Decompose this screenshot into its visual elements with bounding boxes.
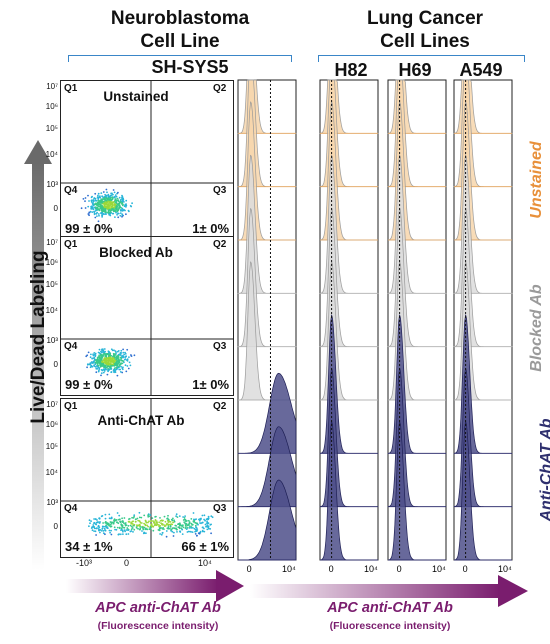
cell-cluster [85, 348, 136, 377]
histogram-x-tick-label: 0 [247, 564, 252, 574]
condition-label-antichat: Anti-ChAT Ab [538, 418, 550, 522]
x-axis-label-left: APC anti-ChAT Ab [95, 600, 221, 616]
quadrant-label-q3: Q3 [213, 185, 227, 196]
neuro-header-line1: Neuroblastoma [110, 8, 250, 29]
scatter-y-tick-label: 10⁴ [45, 306, 58, 315]
quadrant-label-q2: Q2 [213, 239, 227, 250]
cell-cluster [80, 188, 133, 223]
scatter-y-tick-label: 10³ [46, 180, 58, 189]
x-axis-sub-right: (Fluorescence intensity) [329, 620, 451, 632]
condition-label-unstained: Unstained [528, 141, 545, 219]
scatter-y-tick-label: 10⁷ [46, 82, 58, 91]
quadrant-label-q2: Q2 [213, 401, 227, 412]
scatter-y-tick-label: 10⁶ [45, 258, 58, 267]
quadrant-label-q4: Q4 [64, 341, 78, 352]
histogram-x-tick-label: 0 [463, 564, 468, 574]
scatter-y-tick-label: 0 [53, 522, 58, 531]
scatter-panel-title: Anti-ChAT Ab [97, 413, 185, 428]
scatter-x-tick-label: 10⁴ [198, 558, 212, 568]
q4-percentage: 99 ± 0% [65, 221, 113, 236]
quadrant-label-q2: Q2 [213, 83, 227, 94]
scatter-panel-title: Unstained [103, 89, 169, 104]
lung-bracket [318, 55, 525, 62]
scatter-plot [61, 237, 233, 395]
scatter-y-tick-label: 10⁴ [45, 150, 58, 159]
quadrant-label-q3: Q3 [213, 503, 227, 514]
q4-percentage: 34 ± 1% [65, 539, 113, 554]
scatter-y-tick-label: 10⁶ [45, 420, 58, 429]
scatter-y-tick-label: 10⁶ [45, 102, 58, 111]
scatter-y-tick-label: 0 [53, 360, 58, 369]
neuro-cell-name: SH-SYS5 [151, 57, 229, 77]
neuro-header-line2: Cell Line [140, 31, 220, 52]
histogram-x-tick-label: 10⁴ [432, 564, 446, 574]
q4-percentage: 99 ± 0% [65, 377, 113, 392]
scatter-y-tick-label: 10⁷ [46, 400, 58, 409]
scatter-y-tick-label: 10⁷ [46, 238, 58, 247]
x-arrow-right [250, 575, 528, 607]
quadrant-label-q1: Q1 [64, 83, 78, 94]
scatter-plot [61, 81, 233, 239]
quadrant-label-q1: Q1 [64, 239, 78, 250]
q3-percentage: 1± 0% [192, 377, 229, 392]
scatter-panel-title: Blocked Ab [99, 245, 173, 260]
histogram-x-tick-label: 10⁴ [282, 564, 296, 574]
histogram-x-tick-label: 0 [397, 564, 402, 574]
scatter-panel: Q1 Q2 Q3 Q4 Blocked Ab 99 ± 0% 1± 0% [60, 236, 234, 396]
scatter-y-tick-label: 10⁴ [45, 468, 58, 477]
scatter-y-tick-label: 0 [53, 204, 58, 213]
quadrant-label-q4: Q4 [64, 503, 78, 514]
histogram-x-tick-label: 0 [329, 564, 334, 574]
x-axis-label-right: APC anti-ChAT Ab [327, 600, 453, 616]
scatter-x-tick-label: -10³ [76, 558, 93, 568]
scatter-y-tick-label: 10⁵ [45, 442, 58, 451]
quadrant-label-q1: Q1 [64, 401, 78, 412]
x-axis-sub-left: (Fluorescence intensity) [97, 620, 219, 632]
q3-percentage: 1± 0% [192, 221, 229, 236]
scatter-x-tick-label: 0 [124, 558, 130, 568]
lung-cell-h82: H82 [334, 60, 368, 80]
lung-cell-h69: H69 [398, 60, 432, 80]
lung-header-line2: Cell Lines [380, 31, 470, 52]
condition-label-blocked: Blocked Ab [528, 284, 545, 372]
quadrant-label-q4: Q4 [64, 185, 78, 196]
x-arrow-left [66, 570, 244, 602]
scatter-y-tick-label: 10³ [46, 336, 58, 345]
histogram-x-tick-label: 10⁴ [364, 564, 378, 574]
scatter-y-tick-label: 10³ [46, 498, 58, 507]
neuro-bracket [68, 55, 292, 62]
scatter-y-tick-label: 10⁵ [45, 280, 58, 289]
q3-percentage: 66 ± 1% [181, 539, 229, 554]
lung-header-line1: Lung Cancer [366, 8, 484, 29]
scatter-plot [61, 399, 233, 557]
histogram-x-tick-label: 10⁴ [498, 564, 512, 574]
live-dead-arrow [24, 140, 52, 570]
scatter-panel: Q1 Q2 Q3 Q4 Anti-ChAT Ab 34 ± 1% 66 ± 1% [60, 398, 234, 558]
cell-cluster [88, 511, 214, 538]
scatter-y-tick-label: 10⁵ [45, 124, 58, 133]
quadrant-label-q3: Q3 [213, 341, 227, 352]
lung-cell-a549: A549 [459, 60, 503, 80]
